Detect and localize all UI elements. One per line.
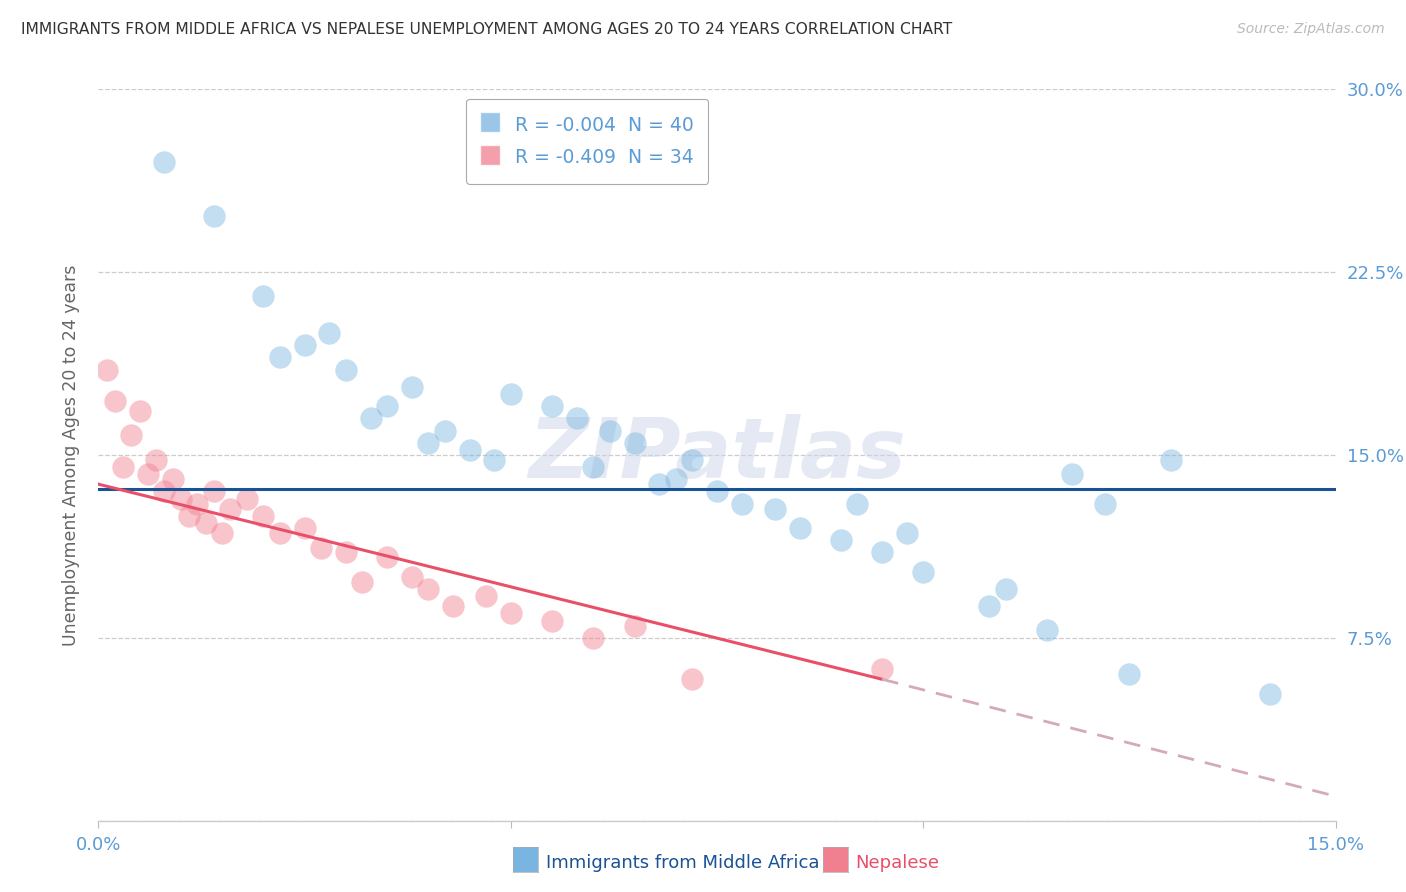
- Point: [870, 663, 893, 677]
- Point: [623, 618, 645, 632]
- Point: [136, 467, 159, 482]
- Point: [665, 472, 688, 486]
- Point: [623, 435, 645, 450]
- Point: [846, 497, 869, 511]
- Point: [194, 516, 217, 531]
- Legend: R = -0.004  N = 40, R = -0.409  N = 34: R = -0.004 N = 40, R = -0.409 N = 34: [465, 99, 709, 184]
- Point: [681, 672, 703, 686]
- Text: Nepalese: Nepalese: [855, 855, 939, 872]
- Point: [499, 607, 522, 621]
- Point: [731, 497, 754, 511]
- Point: [565, 411, 588, 425]
- Point: [202, 209, 225, 223]
- Point: [375, 399, 398, 413]
- Point: [475, 590, 498, 604]
- Text: Immigrants from Middle Africa: Immigrants from Middle Africa: [546, 855, 820, 872]
- Point: [979, 599, 1001, 613]
- Point: [335, 545, 357, 559]
- Point: [120, 428, 142, 442]
- Point: [582, 460, 605, 475]
- Point: [599, 424, 621, 438]
- Point: [1060, 467, 1083, 482]
- Y-axis label: Unemployment Among Ages 20 to 24 years: Unemployment Among Ages 20 to 24 years: [62, 264, 80, 646]
- Point: [252, 508, 274, 523]
- Point: [104, 394, 127, 409]
- Point: [830, 533, 852, 548]
- Point: [309, 541, 332, 555]
- Point: [153, 484, 176, 499]
- Point: [269, 525, 291, 540]
- Point: [541, 614, 564, 628]
- Point: [763, 501, 786, 516]
- Point: [1094, 497, 1116, 511]
- Point: [433, 424, 456, 438]
- Point: [401, 379, 423, 393]
- Point: [335, 362, 357, 376]
- Point: [112, 460, 135, 475]
- Point: [896, 525, 918, 540]
- Point: [1036, 624, 1059, 638]
- Point: [1160, 452, 1182, 467]
- Point: [789, 521, 811, 535]
- Point: [1258, 687, 1281, 701]
- Point: [269, 351, 291, 365]
- Point: [211, 525, 233, 540]
- Point: [153, 155, 176, 169]
- Point: [994, 582, 1017, 596]
- Text: Source: ZipAtlas.com: Source: ZipAtlas.com: [1237, 22, 1385, 37]
- Text: ZIPatlas: ZIPatlas: [529, 415, 905, 495]
- Point: [236, 491, 259, 506]
- Point: [458, 443, 481, 458]
- Point: [145, 452, 167, 467]
- Point: [870, 545, 893, 559]
- Point: [352, 574, 374, 589]
- Text: IMMIGRANTS FROM MIDDLE AFRICA VS NEPALESE UNEMPLOYMENT AMONG AGES 20 TO 24 YEARS: IMMIGRANTS FROM MIDDLE AFRICA VS NEPALES…: [21, 22, 952, 37]
- Point: [648, 477, 671, 491]
- Point: [294, 521, 316, 535]
- Point: [418, 435, 440, 450]
- Point: [128, 404, 150, 418]
- Point: [1118, 667, 1140, 681]
- Point: [681, 452, 703, 467]
- Point: [318, 326, 340, 340]
- Point: [219, 501, 242, 516]
- Point: [170, 491, 193, 506]
- Point: [541, 399, 564, 413]
- Point: [706, 484, 728, 499]
- Point: [202, 484, 225, 499]
- Point: [499, 387, 522, 401]
- Point: [186, 497, 208, 511]
- Point: [360, 411, 382, 425]
- Point: [418, 582, 440, 596]
- Point: [162, 472, 184, 486]
- Point: [179, 508, 201, 523]
- Point: [582, 631, 605, 645]
- Point: [294, 338, 316, 352]
- Point: [96, 362, 118, 376]
- Point: [252, 289, 274, 303]
- Point: [912, 565, 935, 579]
- Point: [484, 452, 506, 467]
- Point: [441, 599, 464, 613]
- Point: [401, 570, 423, 584]
- Point: [375, 550, 398, 565]
